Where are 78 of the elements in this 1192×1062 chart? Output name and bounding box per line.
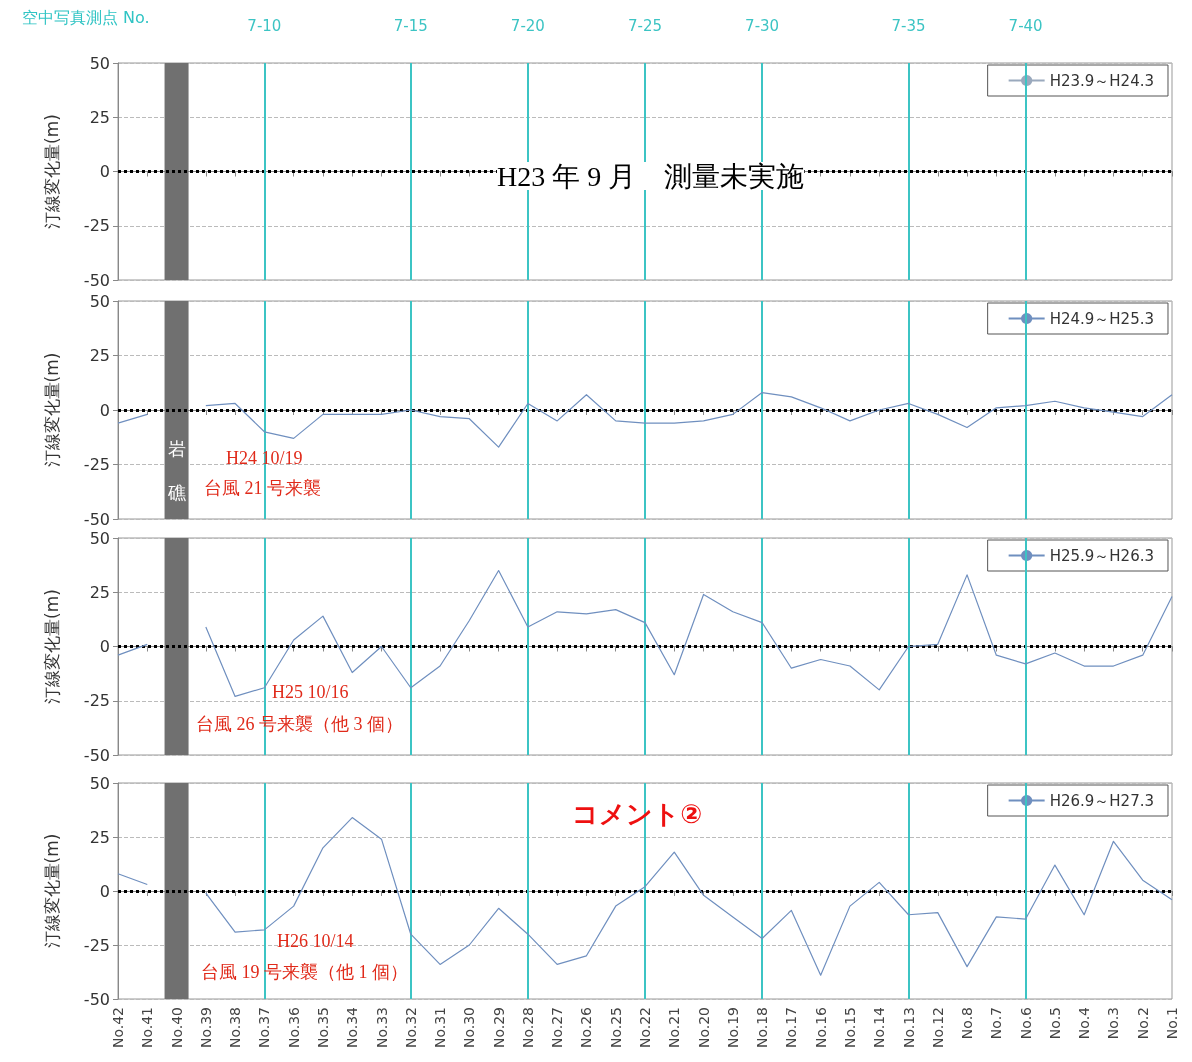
y-tick-label: 0 (99, 637, 110, 656)
x-tick-label: No.25 (607, 1007, 624, 1049)
y-axis-title: 汀線変化量(m) (41, 114, 62, 229)
y-tick-label: 25 (89, 107, 110, 127)
ref-line-label: 7-30 (745, 16, 780, 35)
y-tick-label: 25 (89, 827, 110, 847)
x-tick-label: No.18 (754, 1007, 771, 1049)
y-tick-label: 0 (99, 162, 110, 181)
x-tick-label: No.30 (461, 1007, 478, 1049)
x-tick-label: No.42 (110, 1007, 126, 1049)
x-tick-label: No.3 (1105, 1007, 1122, 1040)
x-tick-label: No.17 (783, 1007, 800, 1049)
y-axis-title: 汀線変化量(m) (41, 352, 62, 468)
annotation: H26 10/14 (277, 931, 354, 951)
x-tick-label: No.13 (900, 1007, 917, 1049)
y-axis-title: 汀線変化量(m) (41, 833, 62, 949)
x-tick-label: No.29 (490, 1007, 507, 1049)
legend-label: H25.9～H26.3 (1049, 546, 1154, 565)
legend-label: H24.9～H25.3 (1049, 309, 1154, 328)
x-tick-label: No.14 (871, 1006, 888, 1049)
y-tick-label: -50 (83, 989, 110, 1009)
x-tick-label: No.34 (344, 1006, 361, 1049)
x-tick-label: No.32 (402, 1007, 419, 1049)
x-tick-label: No.33 (373, 1007, 390, 1049)
y-tick-label: 50 (89, 291, 110, 311)
y-tick-label: -25 (83, 216, 110, 236)
x-tick-label: No.35 (314, 1007, 331, 1049)
y-tick-label: 25 (89, 346, 110, 365)
x-tick-label: No.41 (139, 1007, 156, 1049)
ref-line-label: 7-40 (1008, 16, 1043, 35)
y-tick-label: -50 (83, 745, 110, 765)
y-tick-label: -25 (83, 455, 110, 474)
x-tick-label: No.8 (959, 1007, 976, 1040)
x-tick-label: No.15 (841, 1007, 858, 1049)
text: 空中写真測点 No. (22, 7, 150, 27)
y-tick-label: 50 (89, 528, 110, 548)
x-tick-label: No.12 (929, 1007, 946, 1049)
y-tick-label: -50 (83, 270, 110, 290)
x-tick-label: No.5 (1046, 1007, 1063, 1040)
ref-line-label: 7-25 (627, 16, 663, 35)
x-tick-label: No.6 (1017, 1006, 1034, 1040)
x-tick-label: No.27 (549, 1007, 566, 1049)
annotation: 台風 21 号来襲 (204, 478, 321, 498)
x-tick-label: No.20 (695, 1007, 712, 1049)
legend-label: H26.9～H27.3 (1049, 791, 1154, 810)
y-tick-label: -25 (83, 691, 110, 711)
x-tick-label: No.2 (1134, 1007, 1151, 1040)
y-tick-label: 0 (99, 881, 110, 901)
y-tick-label: 25 (89, 582, 110, 602)
x-tick-label: No.16 (812, 1006, 829, 1049)
annotation: H25 10/16 (272, 682, 349, 702)
y-tick-label: 0 (99, 400, 110, 420)
y-tick-label: -50 (83, 509, 110, 529)
y-tick-label: -25 (83, 935, 110, 955)
text: 岩礁 (167, 437, 186, 503)
annotation: H23 年 9 月 測量未実施 (497, 160, 805, 192)
y-axis-title: 汀線変化量(m) (41, 589, 62, 704)
x-tick-label: No.22 (637, 1007, 653, 1049)
x-tick-label: No.28 (519, 1007, 536, 1049)
ref-line-label: 7-15 (393, 16, 428, 35)
x-tick-label: No.19 (724, 1007, 741, 1049)
x-tick-label: No.21 (666, 1007, 683, 1049)
x-tick-label: No.39 (197, 1007, 214, 1049)
ref-line-label: 7-10 (247, 16, 282, 35)
ref-line-label: 7-20 (510, 16, 545, 35)
x-tick-label: No.36 (285, 1006, 302, 1049)
x-tick-label: No.4 (1076, 1006, 1093, 1040)
legend-label: H23.9～H24.3 (1049, 71, 1154, 90)
x-tick-label: No.26 (578, 1006, 595, 1049)
y-tick-label: 50 (89, 773, 110, 793)
x-tick-label: No.1 (1164, 1007, 1180, 1040)
x-tick-label: No.40 (168, 1007, 185, 1049)
x-tick-label: No.38 (227, 1007, 244, 1049)
x-tick-label: No.31 (432, 1007, 449, 1049)
ref-line-label: 7-35 (891, 16, 926, 35)
y-tick-label: 50 (89, 53, 110, 73)
x-tick-label: No.37 (256, 1007, 273, 1049)
x-tick-label: No.7 (988, 1007, 1005, 1040)
